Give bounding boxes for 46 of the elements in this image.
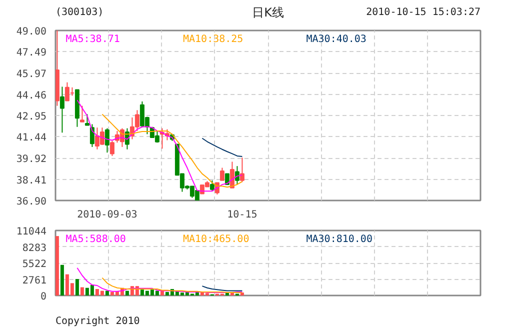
text: Copyright 2010 — [56, 316, 140, 327]
chart-subtitle: 日K线 — [252, 6, 284, 20]
x-tick-label: 10-15 — [227, 210, 258, 220]
y-tick-label: 49.00 — [16, 26, 47, 38]
text: MA30:810.00 — [306, 234, 372, 245]
line-series — [202, 138, 243, 158]
bar — [60, 264, 64, 296]
text: MA10:38.25 — [183, 34, 244, 45]
chart-title: (300103) — [56, 7, 104, 18]
y-tick-label: 45.97 — [16, 69, 47, 80]
y-tick-label: 36.90 — [16, 196, 47, 208]
bar — [125, 290, 129, 296]
text: MA10:465.00 — [183, 234, 250, 245]
bar — [105, 290, 109, 296]
text: MA30:40.03 — [306, 34, 366, 45]
candlestick — [210, 180, 214, 192]
line-series — [76, 267, 243, 294]
y-tick-label: 8283 — [22, 242, 47, 254]
y-tick-label: 5522 — [22, 259, 47, 270]
text: MA5:38.71 — [66, 34, 120, 45]
y-tick-label: 47.49 — [16, 48, 47, 59]
candlestick — [84, 114, 90, 126]
y-tick-label: 11044 — [16, 226, 47, 238]
y-tick-label: 39.92 — [16, 154, 47, 166]
bar — [240, 292, 244, 296]
y-tick-label: 41.44 — [16, 132, 47, 144]
x-tick-label: 2010-09-03 — [77, 210, 138, 220]
candlestick — [220, 167, 224, 181]
bar — [80, 287, 84, 296]
text: MA5:588.00 — [66, 234, 126, 245]
text: 2010-10-15 15:03:27 — [366, 7, 480, 18]
candlestick — [80, 105, 84, 122]
candlestick — [104, 128, 110, 154]
bar — [56, 236, 59, 296]
y-tick-label: 0 — [40, 292, 47, 302]
line-series — [102, 277, 243, 294]
candlestick — [60, 86, 64, 134]
y-tick-label: 38.41 — [16, 175, 47, 186]
candlestick — [234, 166, 240, 185]
y-tick-label: 2761 — [22, 275, 47, 286]
y-tick-label: 42.95 — [16, 112, 47, 122]
candlestick — [110, 140, 114, 156]
y-tick-label: 44.46 — [16, 90, 47, 102]
candlestick — [240, 157, 244, 183]
line-series — [102, 114, 243, 188]
bar — [75, 279, 79, 296]
